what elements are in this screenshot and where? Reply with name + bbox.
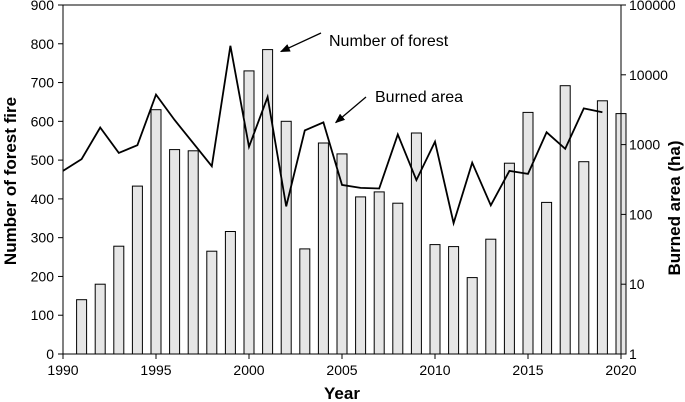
bar-1992 bbox=[94, 283, 106, 355]
y-right-tick-label: 100000 bbox=[629, 0, 676, 13]
y-right-tick-label: 10 bbox=[629, 276, 645, 292]
annotation-arrow-number-of-forest bbox=[279, 32, 322, 53]
bar-2007 bbox=[373, 191, 385, 355]
x-tick-label: 1995 bbox=[140, 362, 171, 378]
bar-2004 bbox=[317, 142, 329, 355]
bar-2009 bbox=[410, 132, 422, 355]
y-left-tick-label: 0 bbox=[46, 346, 54, 362]
x-axis-title: Year bbox=[324, 384, 360, 402]
annotation-burned-area: Burned area bbox=[375, 89, 463, 106]
y-left-axis-ticks: 0 100 200 300 400 500 600 700 800 900 bbox=[31, 0, 63, 362]
bar-2017 bbox=[559, 85, 571, 355]
x-tick-label: 2015 bbox=[512, 362, 543, 378]
bar-2008 bbox=[392, 202, 404, 355]
bar-2010 bbox=[429, 244, 441, 355]
annotation-number-of-forest: Number of forest bbox=[329, 33, 449, 50]
burned-area-line bbox=[62, 45, 603, 227]
y-left-tick-label: 500 bbox=[31, 152, 55, 168]
annotation-arrow-burned-area bbox=[334, 96, 367, 124]
bar-1991 bbox=[76, 299, 88, 355]
bar-1993 bbox=[113, 245, 125, 355]
bar-2012 bbox=[466, 277, 478, 355]
y-left-tick-label: 700 bbox=[31, 75, 55, 91]
bar-1999 bbox=[224, 231, 236, 355]
y-left-tick-label: 100 bbox=[31, 307, 55, 323]
y-right-tick-label: 10000 bbox=[629, 67, 668, 83]
chart-annotations: Number of forest Burned area bbox=[279, 32, 463, 124]
y-right-axis-ticks: 1 10 100 1000 10000 100000 bbox=[621, 0, 676, 362]
y-left-tick-label: 400 bbox=[31, 191, 55, 207]
bar-2003 bbox=[299, 248, 311, 355]
y-right-tick-label: 1 bbox=[629, 346, 637, 362]
x-tick-label: 2005 bbox=[326, 362, 357, 378]
bar-1996 bbox=[169, 149, 181, 355]
bar-2006 bbox=[355, 196, 367, 355]
bar-2013 bbox=[485, 238, 497, 355]
y-left-tick-label: 300 bbox=[31, 230, 55, 246]
y-left-axis-title: Number of forest fire bbox=[1, 97, 20, 265]
bar-1997 bbox=[187, 150, 199, 355]
bar-2016 bbox=[541, 201, 553, 355]
line-series-burned-area bbox=[62, 45, 603, 227]
y-right-axis-title: Burned area (ha) bbox=[665, 140, 684, 275]
x-tick-label: 2020 bbox=[605, 362, 636, 378]
bar-2011 bbox=[448, 246, 460, 355]
y-right-tick-label: 1000 bbox=[629, 137, 660, 153]
x-axis-ticks: 1990 1995 2000 2005 2010 2015 2020 bbox=[47, 354, 637, 378]
bar-1994 bbox=[131, 185, 143, 355]
y-right-tick-label: 100 bbox=[629, 206, 653, 222]
x-tick-label: 2010 bbox=[419, 362, 450, 378]
y-left-tick-label: 900 bbox=[31, 0, 55, 13]
bar-2018 bbox=[578, 161, 590, 355]
y-left-tick-label: 800 bbox=[31, 36, 55, 52]
bar-1995 bbox=[150, 109, 162, 355]
y-left-tick-label: 600 bbox=[31, 113, 55, 129]
bar-2002 bbox=[280, 120, 292, 355]
bar-series-number-of-forest-fire bbox=[76, 49, 627, 355]
bar-2000 bbox=[243, 70, 255, 355]
x-tick-label: 2000 bbox=[233, 362, 264, 378]
x-tick-label: 1990 bbox=[47, 362, 78, 378]
bar-2019 bbox=[596, 100, 608, 355]
bar-1998 bbox=[206, 250, 218, 355]
y-left-tick-label: 200 bbox=[31, 268, 55, 284]
bar-2015 bbox=[522, 111, 534, 355]
bar-2014 bbox=[503, 162, 515, 355]
